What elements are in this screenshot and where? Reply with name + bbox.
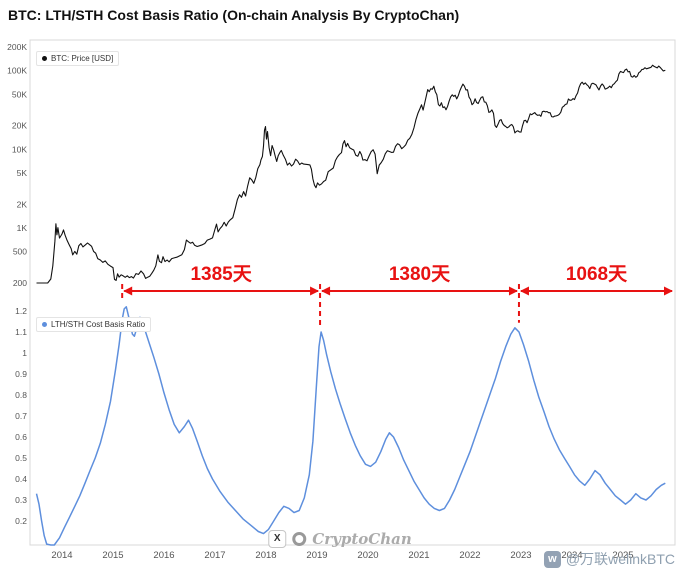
svg-text:2017: 2017 [204, 550, 225, 561]
author-handle-text: @万联welinkBTC [565, 551, 675, 567]
lth-sth-ratio-line [35, 306, 666, 546]
black-dot-icon [42, 56, 47, 61]
svg-text:1068天: 1068天 [566, 264, 628, 285]
circle-logo-icon [292, 532, 307, 546]
author-watermark: w @万联welinkBTC [543, 549, 675, 569]
svg-text:0.6: 0.6 [15, 432, 27, 442]
chart-svg: 200K 100K 50K 20K 10K 5K 2K 1K 500 200 1.2 1.1 1 0.9… [7, 39, 676, 561]
chart-title: BTC: LTH/STH Cost Basis Ratio (On-chain … [8, 7, 460, 23]
svg-text:1: 1 [22, 348, 27, 358]
btc-price-line [36, 64, 666, 284]
svg-text:2K: 2K [17, 199, 28, 209]
btc-price-legend-label: BTC: Price [USD] [51, 54, 114, 63]
svg-text:200: 200 [13, 278, 27, 288]
svg-text:0.3: 0.3 [15, 495, 27, 505]
svg-text:10K: 10K [12, 144, 27, 154]
svg-text:200K: 200K [7, 42, 27, 52]
svg-text:0.8: 0.8 [15, 390, 27, 400]
plot-border [29, 39, 676, 546]
svg-text:0.9: 0.9 [15, 369, 27, 379]
svg-text:2022: 2022 [459, 550, 480, 561]
svg-text:2015: 2015 [102, 550, 123, 561]
svg-text:0.2: 0.2 [15, 516, 27, 526]
svg-text:0.7: 0.7 [15, 411, 27, 421]
svg-text:20K: 20K [12, 121, 27, 131]
ratio-legend: LTH/STH Cost Basis Ratio [36, 317, 152, 332]
svg-text:2023: 2023 [510, 550, 531, 561]
svg-text:2014: 2014 [51, 550, 72, 561]
x-ticks: 2014 2015 2016 2017 2018 2019 2020 2021 2022 2023… [51, 550, 633, 561]
price-y-ticks: 200K 100K 50K 20K 10K 5K 2K 1K 500 200 [7, 42, 27, 288]
svg-text:1.1: 1.1 [15, 327, 27, 337]
svg-text:0.4: 0.4 [15, 474, 27, 484]
svg-text:2020: 2020 [357, 550, 378, 561]
svg-text:1K: 1K [17, 223, 28, 233]
x-logo-icon: X [268, 530, 287, 548]
svg-text:1380天: 1380天 [389, 264, 451, 285]
svg-text:2024: 2024 [561, 550, 582, 561]
svg-text:5K: 5K [17, 168, 28, 178]
svg-text:1.2: 1.2 [15, 306, 27, 316]
svg-text:500: 500 [13, 247, 27, 257]
svg-text:50K: 50K [12, 89, 27, 99]
svg-text:2018: 2018 [255, 550, 276, 561]
svg-text:2025: 2025 [612, 550, 633, 561]
svg-text:2021: 2021 [408, 550, 429, 561]
ratio-legend-label: LTH/STH Cost Basis Ratio [51, 320, 146, 329]
svg-text:2016: 2016 [153, 550, 174, 561]
cryptochan-watermark-text: CryptoChan [312, 530, 412, 548]
svg-text:2019: 2019 [306, 550, 327, 561]
author-logo-icon: w [543, 550, 561, 568]
svg-text:1385天: 1385天 [190, 264, 252, 285]
blue-dot-icon [42, 322, 47, 327]
ratio-y-ticks: 1.2 1.1 1 0.9 0.8 0.7 0.6 0.5 0.4 0.3 0.2 [15, 306, 27, 526]
svg-text:0.5: 0.5 [15, 453, 27, 463]
svg-text:100K: 100K [7, 66, 27, 76]
cryptochan-watermark: X CryptoChan [268, 530, 412, 548]
btc-price-legend: BTC: Price [USD] [36, 51, 120, 66]
cycle-annotations: 1385天 1380天 1068天 [121, 264, 673, 327]
